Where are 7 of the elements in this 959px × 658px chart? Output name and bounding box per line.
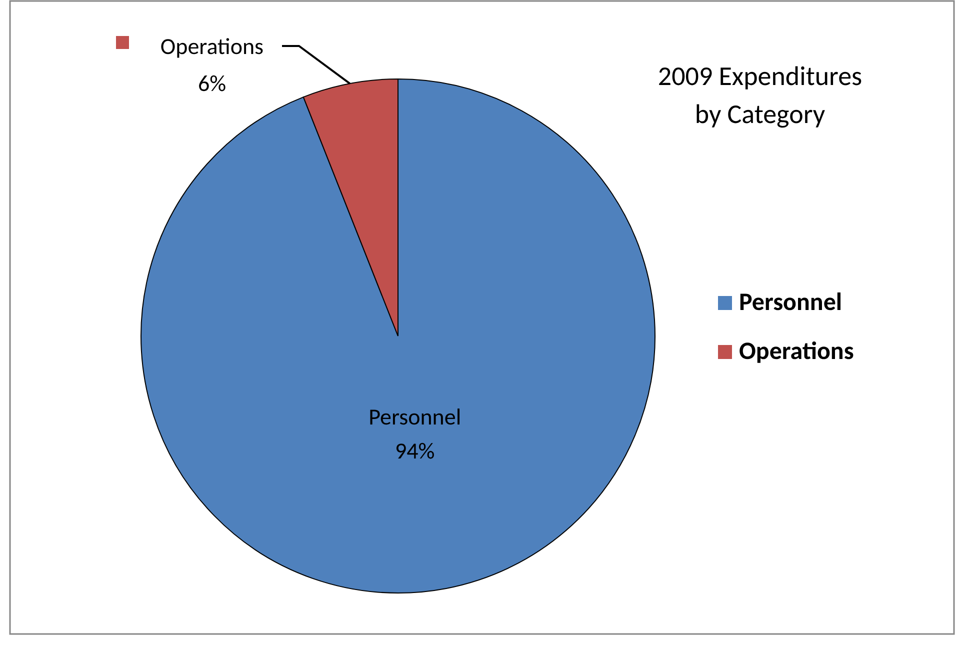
- text: 2009 Expenditures by Category: [658, 60, 862, 131]
- legend-label: Personnel: [739, 286, 842, 317]
- legend-label: Operations: [160, 33, 264, 61]
- data-label: 6%: [198, 70, 226, 98]
- category-label: Operations: [739, 335, 854, 366]
- slice-label: Personnel: [368, 403, 462, 432]
- data-label: 94%: [394, 437, 435, 466]
